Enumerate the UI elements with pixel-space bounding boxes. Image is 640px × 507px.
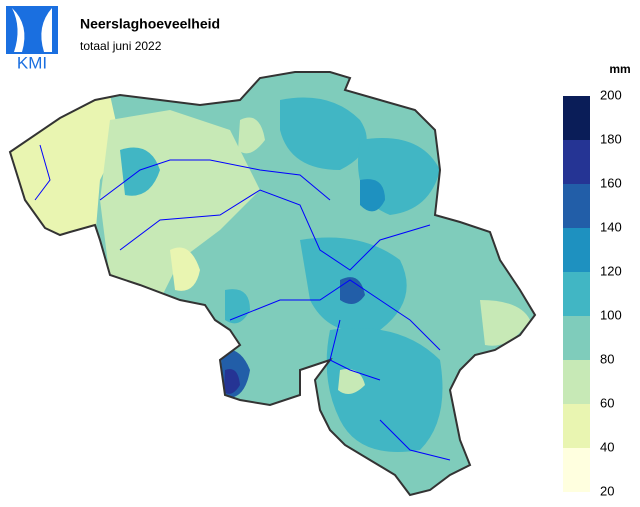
rain-zone [280, 97, 367, 170]
rain-zone [170, 247, 200, 291]
logo-text: KMI [17, 53, 47, 72]
legend: mm 20 40 60 80 100 120 140 160 180 200 [563, 62, 631, 498]
legend-swatch [563, 316, 590, 360]
rain-zone [340, 277, 365, 304]
legend-tick-label: 60 [600, 395, 614, 410]
legend-tick-label: 120 [600, 263, 622, 278]
legend-tick-label: 20 [600, 483, 614, 498]
legend-tick-label: 40 [600, 439, 614, 454]
legend-tick-label: 200 [600, 87, 622, 102]
legend-tick-label: 180 [600, 131, 622, 146]
rain-zone [480, 300, 530, 346]
legend-swatch [563, 360, 590, 404]
legend-swatch [563, 448, 590, 492]
legend-swatch [563, 140, 590, 184]
rain-zone [224, 369, 240, 394]
legend-swatch [563, 272, 590, 316]
legend-swatch [563, 184, 590, 228]
subtitle: totaal juni 2022 [80, 39, 162, 53]
legend-unit: mm [609, 62, 630, 76]
legend-tick-label: 80 [600, 351, 614, 366]
legend-tick-label: 100 [600, 307, 622, 322]
title: Neerslaghoeveelheid [80, 16, 220, 32]
logo: KMI [6, 6, 58, 72]
legend-tick-label: 160 [600, 175, 622, 190]
rain-zone [360, 179, 385, 212]
rain-zone [338, 369, 365, 394]
rivers [34, 144, 451, 461]
logo-shape [12, 8, 52, 52]
legend-swatch [563, 228, 590, 272]
rain-zone [120, 147, 160, 196]
rain-zone [238, 117, 265, 154]
legend-tick-label: 140 [600, 219, 622, 234]
legend-swatch [563, 96, 590, 140]
legend-swatch [563, 404, 590, 448]
rain-zone [326, 328, 443, 452]
